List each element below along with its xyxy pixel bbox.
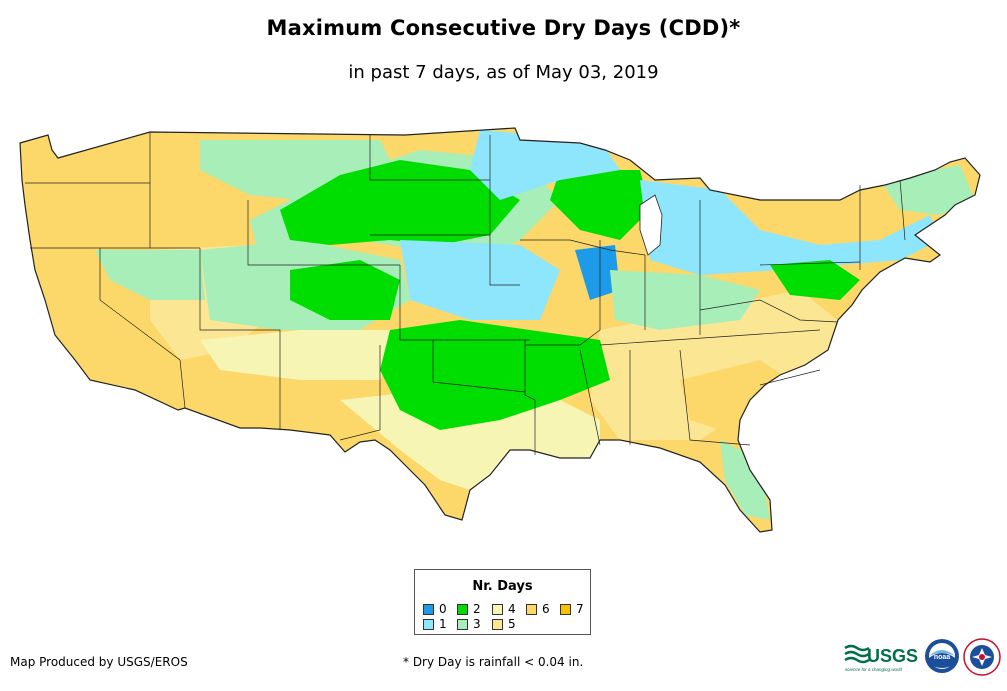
map-credit: Map Produced by USGS/EROS bbox=[10, 655, 188, 669]
zone-minnesota-1-day bbox=[470, 130, 620, 200]
cdd-map bbox=[19, 127, 981, 533]
legend-label-1: 1 bbox=[439, 617, 447, 631]
map-title: Maximum Consecutive Dry Days (CDD)* bbox=[266, 16, 741, 40]
zone-oklahoma-arkansas-2-days bbox=[380, 320, 610, 430]
usgs-logo: USGS science for a changing world bbox=[844, 644, 918, 672]
legend-swatch-2-days bbox=[457, 603, 468, 615]
legend-item-2: 2 bbox=[457, 602, 481, 616]
legend-title: Nr. Days bbox=[472, 579, 533, 594]
zone-great-lakes-1-day bbox=[640, 180, 940, 275]
usgs-wordmark: USGS bbox=[867, 646, 918, 666]
legend-swatch-4-days bbox=[492, 603, 503, 615]
legend-swatch-3-days bbox=[457, 618, 468, 630]
nws-logo bbox=[963, 638, 1001, 676]
legend-item-3: 3 bbox=[457, 617, 481, 631]
dry-day-note: * Dry Day is rainfall < 0.04 in. bbox=[403, 655, 584, 669]
usgs-wave-icon bbox=[844, 644, 870, 664]
legend-item-0: 0 bbox=[423, 602, 447, 616]
legend-swatch-7-days bbox=[560, 603, 571, 615]
legend-label-3: 3 bbox=[473, 617, 481, 631]
legend-swatch-5-days bbox=[492, 618, 503, 630]
legend-label-2: 2 bbox=[473, 602, 481, 616]
zone-ohio-valley-3-days bbox=[610, 270, 760, 330]
zone-dakotas-2-days bbox=[280, 160, 520, 245]
legend-label-0: 0 bbox=[439, 602, 447, 616]
noaa-logo: noaa bbox=[925, 639, 959, 673]
legend-box: Nr. Days 0 1 2 3 4 5 6 7 bbox=[414, 569, 591, 635]
legend-label-4: 4 bbox=[508, 602, 516, 616]
zone-florida-3-days bbox=[720, 440, 770, 520]
zone-nevada-3-days bbox=[95, 250, 205, 300]
noaa-wordmark: noaa bbox=[934, 654, 950, 661]
legend-swatch-6-days bbox=[526, 603, 537, 615]
state-borders bbox=[25, 132, 906, 455]
legend-label-7: 7 bbox=[576, 602, 584, 616]
zone-pennsylvania-2-days bbox=[770, 260, 860, 300]
legend-item-6: 6 bbox=[526, 602, 550, 616]
zone-kansas-missouri-1-day bbox=[400, 240, 560, 320]
legend-item-7: 7 bbox=[560, 602, 584, 616]
legend-label-5: 5 bbox=[508, 617, 516, 631]
legend-label-6: 6 bbox=[542, 602, 550, 616]
usgs-tagline: science for a changing world bbox=[845, 667, 903, 672]
zone-illinois-0-days bbox=[575, 245, 620, 300]
legend-item-4: 4 bbox=[492, 602, 516, 616]
legend-item-1: 1 bbox=[423, 617, 447, 631]
zone-georgia-6-days bbox=[680, 360, 790, 430]
zone-colorado-2-days bbox=[290, 260, 400, 320]
legend-swatch-0-days bbox=[423, 603, 434, 615]
zone-southwest-4-days bbox=[200, 330, 400, 380]
zone-wisconsin-2-days bbox=[550, 170, 650, 240]
lake-michigan bbox=[639, 194, 663, 256]
legend-item-5: 5 bbox=[492, 617, 516, 631]
map-subtitle: in past 7 days, as of May 03, 2019 bbox=[348, 62, 659, 83]
legend-swatch-1-day bbox=[423, 618, 434, 630]
